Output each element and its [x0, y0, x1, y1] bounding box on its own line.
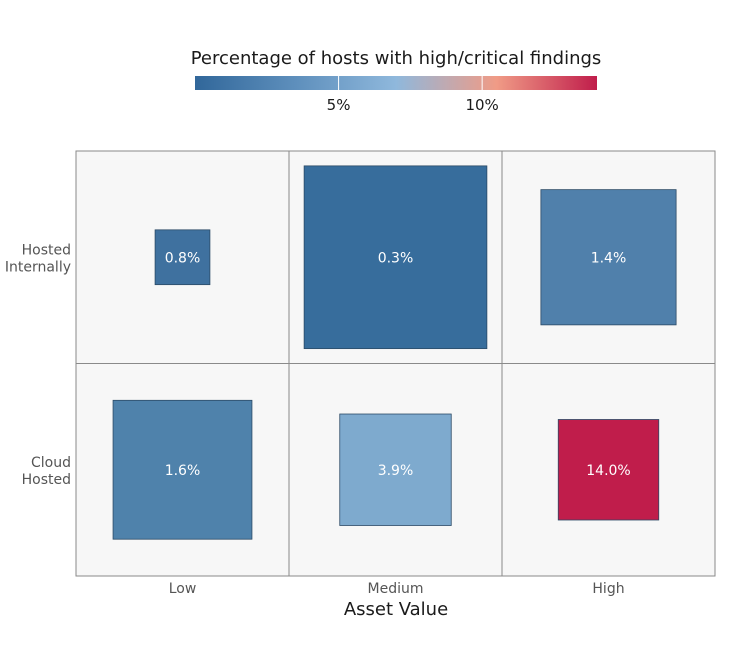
y-tick-label: Hosted Internally [5, 242, 71, 275]
cell-value-label: 1.6% [165, 463, 201, 479]
y-tick-label: Cloud Hosted [22, 455, 71, 488]
cell-value-label: 3.9% [378, 463, 414, 479]
cell-value-label: 0.8% [165, 250, 201, 266]
cell-value-label: 0.3% [378, 250, 414, 266]
heatmap-cell [154, 229, 211, 286]
heatmap-cell [112, 399, 253, 540]
cell-value-label: 1.4% [591, 250, 627, 266]
legend-tick-label: 10% [465, 96, 498, 114]
x-axis-title: Asset Value [344, 599, 448, 620]
x-tick-label: High [592, 581, 624, 597]
cell-value-label: 14.0% [586, 463, 630, 479]
x-tick-label: Medium [368, 581, 424, 597]
heatmap-cell [303, 165, 488, 350]
heatmap-cell [540, 189, 677, 326]
heatmap-cell [339, 413, 452, 526]
heatmap-cell [557, 419, 660, 521]
x-tick-label: Low [169, 581, 197, 597]
legend-title: Percentage of hosts with high/critical f… [191, 48, 602, 69]
legend-tick-label: 5% [327, 96, 351, 114]
legend-colorbar [195, 76, 597, 90]
